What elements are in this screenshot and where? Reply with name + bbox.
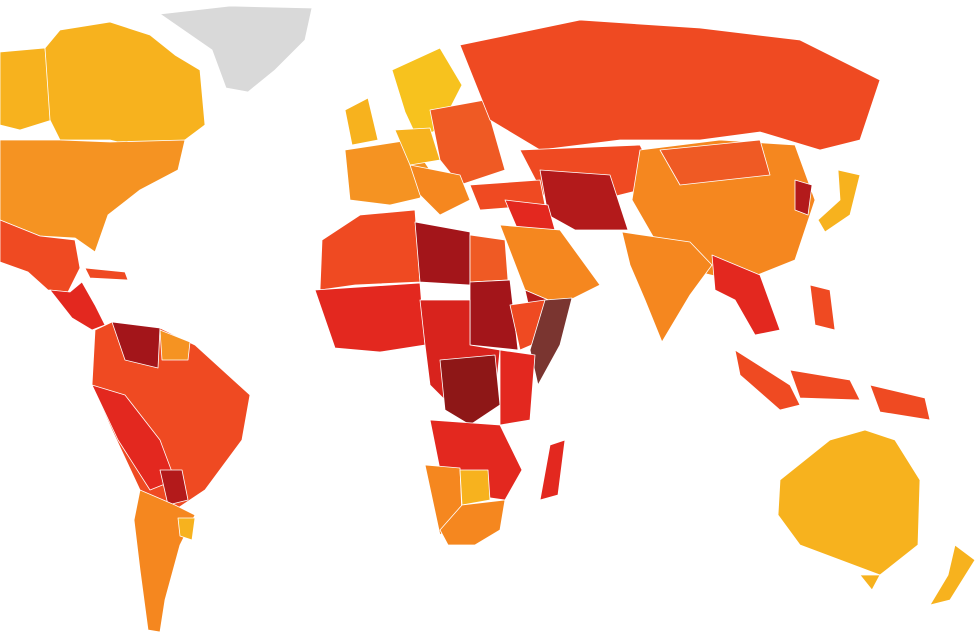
- guyana: [159, 329, 191, 361]
- alaska: [0, 47, 53, 131]
- somalia: [529, 297, 573, 386]
- caribbean: [84, 267, 129, 281]
- southeast-asia: [711, 254, 781, 336]
- madagascar: [539, 439, 566, 501]
- south-africa: [439, 499, 506, 546]
- uruguay: [177, 517, 196, 541]
- papua: [869, 384, 931, 421]
- japan: [817, 169, 861, 233]
- indonesia-west: [734, 349, 801, 411]
- indonesia-east: [789, 369, 861, 401]
- greenland: [159, 5, 313, 93]
- arabia: [499, 224, 601, 306]
- korea: [794, 179, 813, 216]
- new-zealand: [929, 544, 976, 606]
- east-africa: [499, 349, 536, 426]
- central-america: [49, 281, 106, 331]
- italy-balkans: [409, 164, 471, 216]
- uk-ireland: [344, 97, 379, 146]
- drc: [439, 354, 501, 426]
- venezuela: [111, 321, 161, 369]
- libya: [414, 221, 471, 286]
- mongolia: [659, 139, 771, 186]
- egypt: [469, 234, 509, 283]
- india: [621, 231, 713, 343]
- west-africa: [314, 282, 426, 353]
- philippines: [809, 284, 836, 331]
- botswana: [459, 469, 491, 506]
- paraguay: [159, 469, 189, 506]
- sudan: [469, 279, 519, 351]
- eastern-europe: [429, 99, 506, 186]
- australia: [777, 429, 921, 576]
- tasmania: [859, 574, 881, 591]
